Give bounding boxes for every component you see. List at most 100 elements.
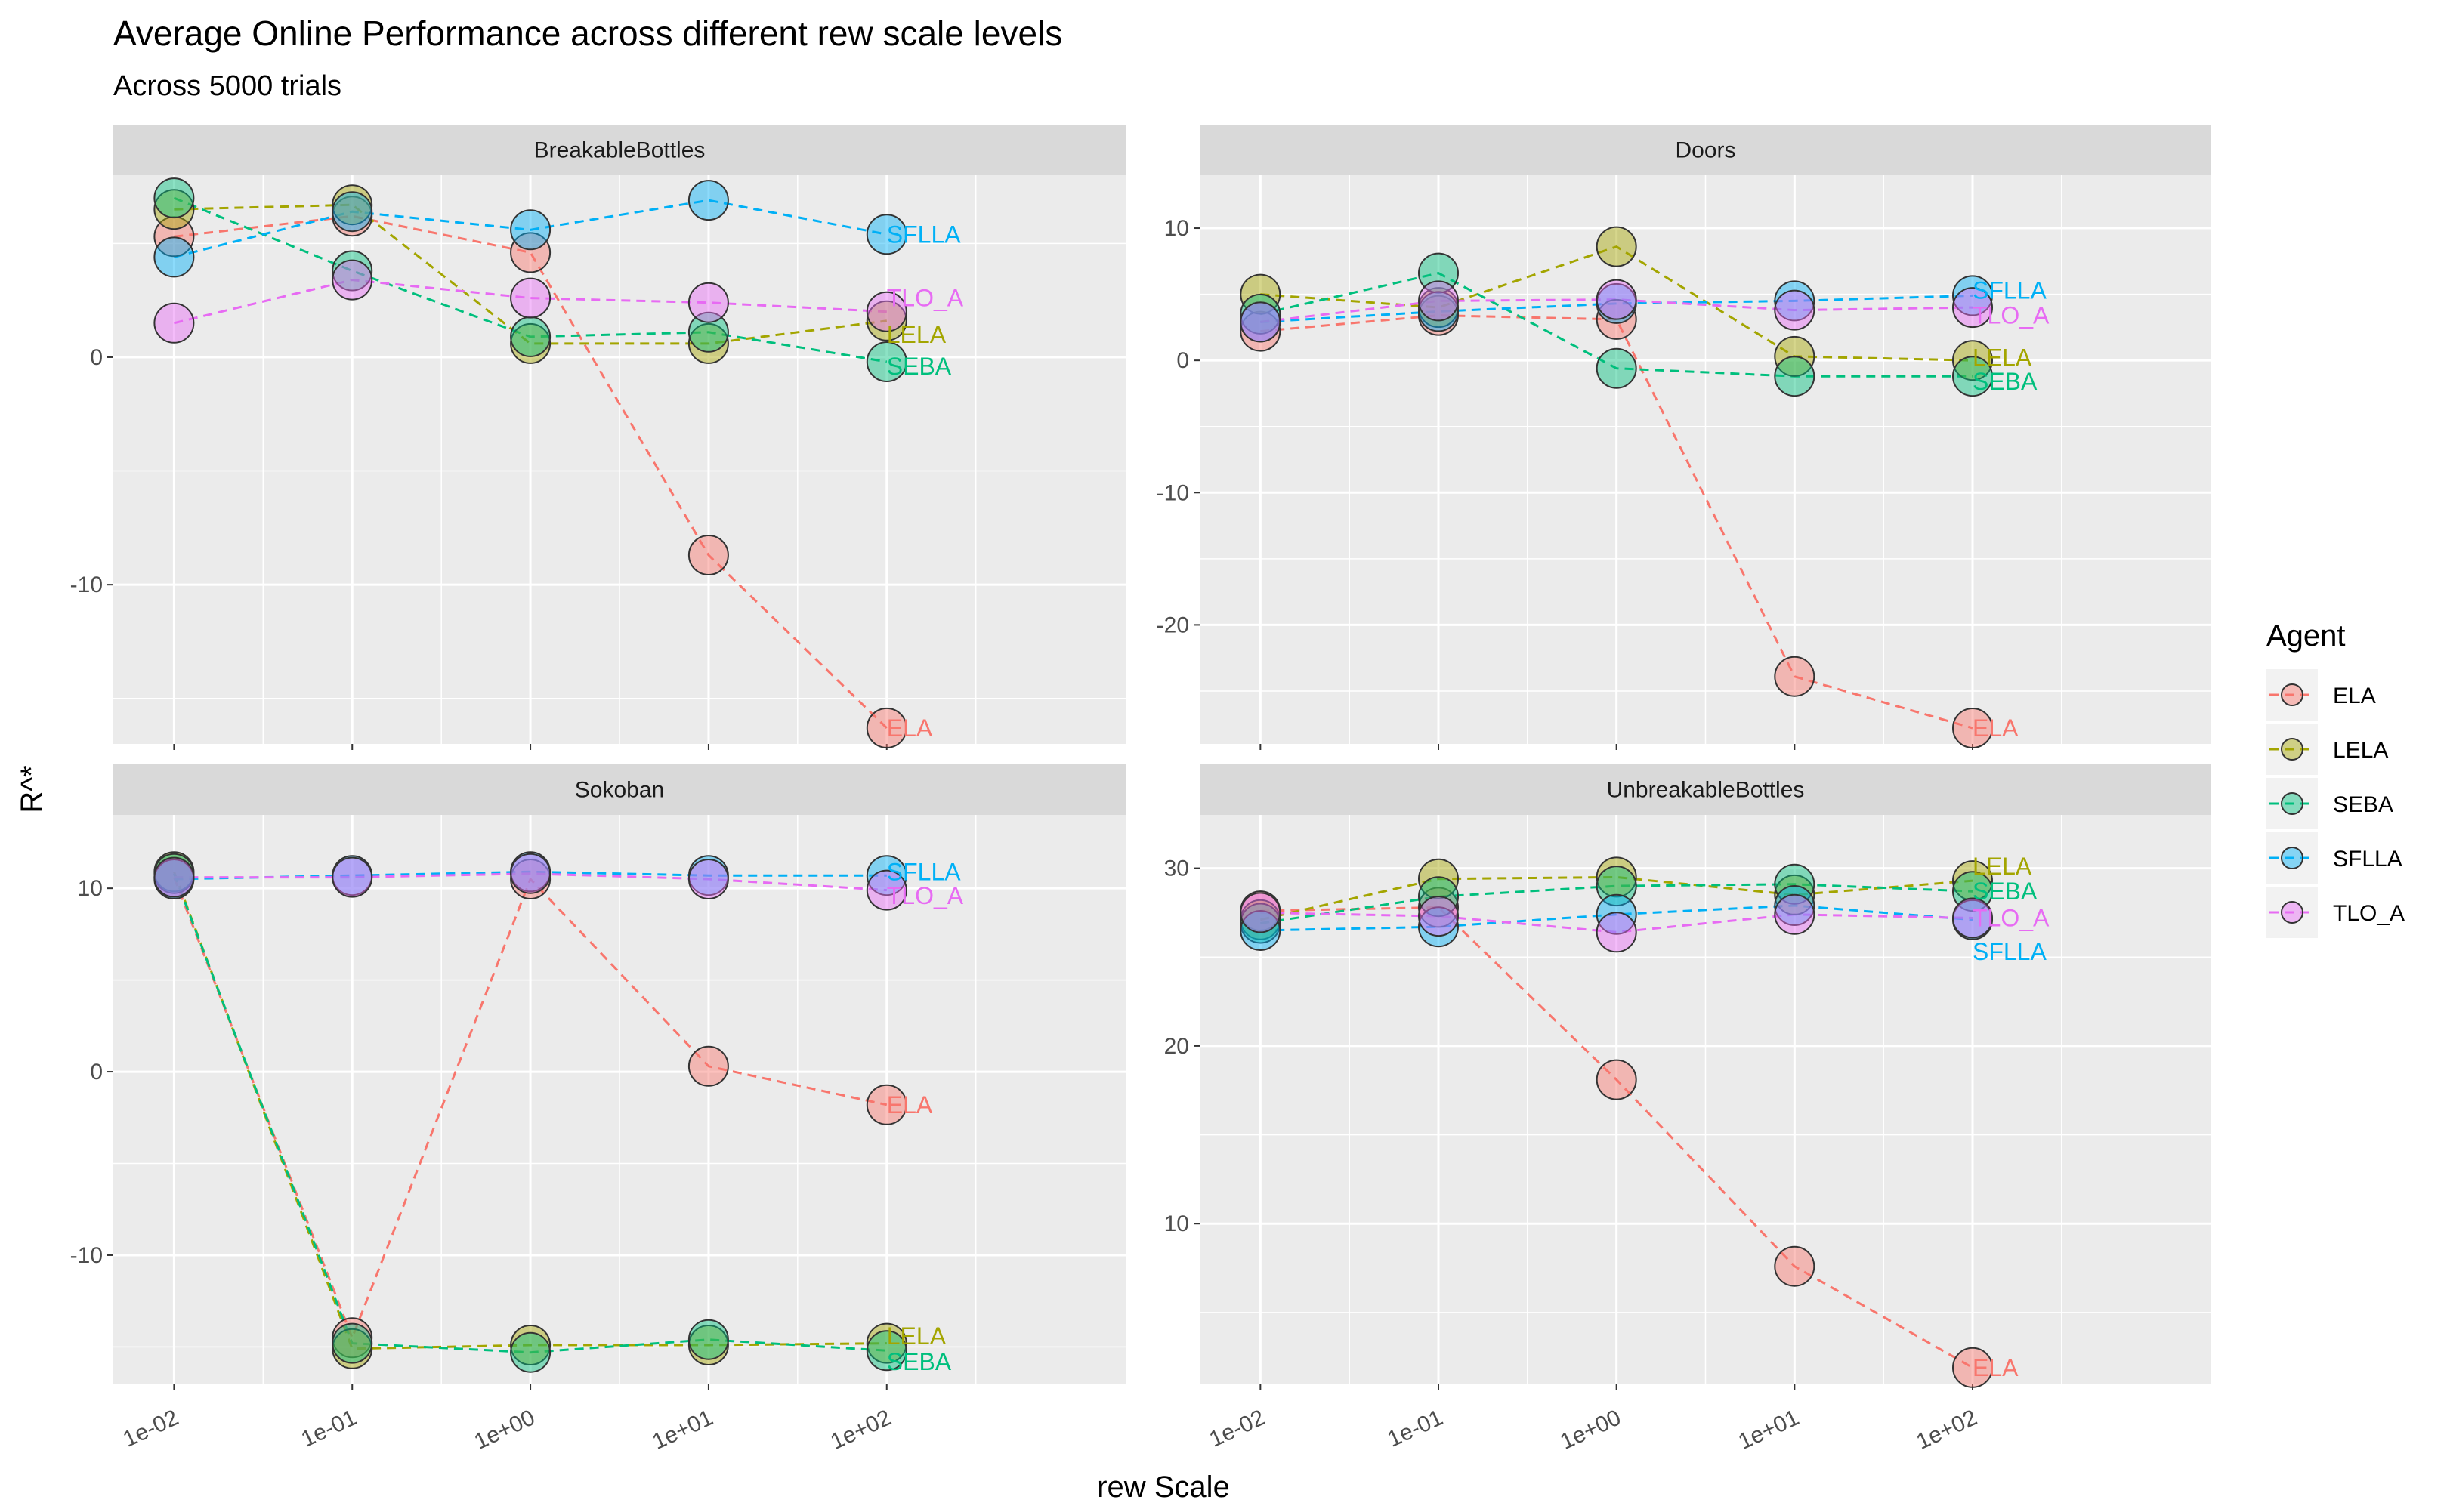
chart-title: Average Online Performance across differ…	[113, 14, 1062, 53]
y-tick-label: -10	[1157, 480, 1189, 505]
chart-subtitle: Across 5000 trials	[113, 70, 341, 102]
y-tick-label: 10	[1164, 216, 1189, 241]
data-point-tlo-a	[1952, 287, 1993, 329]
x-axis-title: rew Scale	[1097, 1470, 1230, 1504]
data-point-tlo-a	[1596, 912, 1637, 953]
end-label-tlo-a: TLO_A	[887, 285, 964, 312]
facet-strip	[1200, 125, 2211, 175]
legend-label: SFLLA	[2333, 847, 2402, 872]
data-point-seba	[1774, 356, 1815, 397]
data-point-tlo-a	[510, 277, 552, 319]
end-label-lela: LELA	[887, 321, 947, 348]
legend-key-point	[2281, 738, 2303, 761]
end-label-sflla: SFLLA	[1973, 276, 2047, 304]
data-point-seba	[510, 316, 552, 357]
data-point-tlo-a	[1418, 896, 1459, 937]
series-line-sflla	[1260, 904, 1973, 932]
end-label-seba: SEBA	[1973, 878, 2038, 905]
legend-label: LELA	[2333, 738, 2388, 763]
data-point-sflla	[332, 191, 373, 233]
data-point-seba	[1952, 356, 1993, 397]
data-point-seba	[153, 177, 195, 219]
end-label-lela: LELA	[887, 1322, 947, 1350]
data-point-tlo-a	[866, 869, 907, 911]
data-point-sflla	[1774, 885, 1815, 926]
end-label-tlo-a: TLO_A	[1973, 904, 2050, 931]
data-point-ela	[687, 1045, 729, 1087]
data-point-seba	[687, 311, 729, 353]
data-point-sflla	[1240, 910, 1281, 951]
end-label-tlo-a: TLO_A	[887, 882, 964, 909]
series-line-tlo-a	[174, 279, 887, 325]
series-line-lela	[174, 203, 887, 345]
data-point-ela	[1596, 1059, 1637, 1100]
data-point-tlo-a	[153, 856, 195, 898]
series-line-lela	[1260, 245, 1973, 362]
y-tick-label: 10	[1164, 1211, 1189, 1236]
legend-label: TLO_A	[2333, 901, 2405, 926]
data-point-ela	[866, 1084, 907, 1125]
legend-item-tlo-a: TLO_A	[2266, 887, 2405, 938]
data-point-ela	[687, 535, 729, 575]
series-line-tlo-a	[174, 872, 887, 892]
legend-label: ELA	[2333, 683, 2376, 708]
facet-panels: BreakableBottles0-101e-021e-011e+001e+01…	[70, 125, 2211, 1455]
panel-doors: Doors100-10-201e-021e-011e+001e+011e+02S…	[1157, 125, 2211, 815]
data-point-tlo-a	[866, 291, 907, 332]
facet-strip-label: Doors	[1675, 138, 1735, 163]
legend-key-point	[2281, 792, 2303, 815]
data-point-tlo-a	[332, 856, 373, 898]
y-tick-label: -20	[1157, 613, 1189, 637]
series-line-tlo-a	[1260, 911, 1973, 933]
data-point-ela	[1952, 708, 1993, 748]
data-point-seba	[1596, 347, 1637, 389]
data-point-sflla	[510, 209, 552, 251]
data-point-ela	[1240, 310, 1281, 352]
legend-key-point	[2281, 683, 2303, 706]
series-line-sflla	[174, 199, 888, 258]
data-point-sflla	[1418, 291, 1459, 332]
series-line-sflla	[174, 870, 887, 881]
data-point-seba	[1774, 863, 1815, 905]
data-point-lela	[866, 300, 907, 341]
end-label-sflla: SFLLA	[887, 858, 961, 885]
y-axis-title: R^*	[15, 765, 48, 813]
series-line-lela	[1259, 875, 1973, 921]
legend-label: SEBA	[2333, 792, 2393, 817]
y-tick-label: 10	[78, 876, 103, 901]
series-line-seba	[172, 873, 887, 1354]
data-point-tlo-a	[153, 302, 195, 344]
data-point-ela	[866, 707, 907, 748]
data-point-sflla	[687, 180, 729, 221]
data-point-tlo-a	[1240, 301, 1281, 343]
data-point-tlo-a	[510, 853, 552, 894]
y-tick-label: 0	[1176, 348, 1189, 373]
data-point-lela	[1596, 856, 1637, 898]
legend-key-point	[2281, 901, 2303, 924]
series-line-ela	[1260, 906, 1973, 1369]
data-point-sflla	[866, 855, 907, 896]
data-point-tlo-a	[1774, 289, 1815, 331]
legend-item-lela: LELA	[2266, 724, 2388, 775]
data-point-sflla	[866, 214, 907, 255]
legend-item-sflla: SFLLA	[2266, 832, 2402, 884]
data-point-sflla	[1596, 893, 1637, 935]
series-line-seba	[1260, 883, 1973, 924]
legend: Agent ELA LELA SEBA SFLLA TLO_A	[2266, 619, 2405, 938]
panel-breakablebottles: BreakableBottles0-101e-021e-011e+001e+01…	[70, 125, 1126, 815]
end-label-ela: ELA	[1973, 1354, 2019, 1381]
data-point-tlo-a	[1952, 897, 1993, 939]
series-line-seba	[1259, 272, 1973, 378]
data-point-tlo-a	[332, 259, 373, 301]
series-line-ela	[1260, 314, 1973, 730]
facet-strip-label: BreakableBottles	[534, 138, 706, 163]
data-point-seba	[1418, 252, 1459, 294]
data-point-tlo-a	[1596, 279, 1637, 320]
series-line-tlo-a	[1260, 298, 1973, 323]
data-point-tlo-a	[1774, 893, 1815, 935]
end-label-ela: ELA	[887, 714, 933, 742]
data-point-sflla	[1418, 906, 1459, 948]
